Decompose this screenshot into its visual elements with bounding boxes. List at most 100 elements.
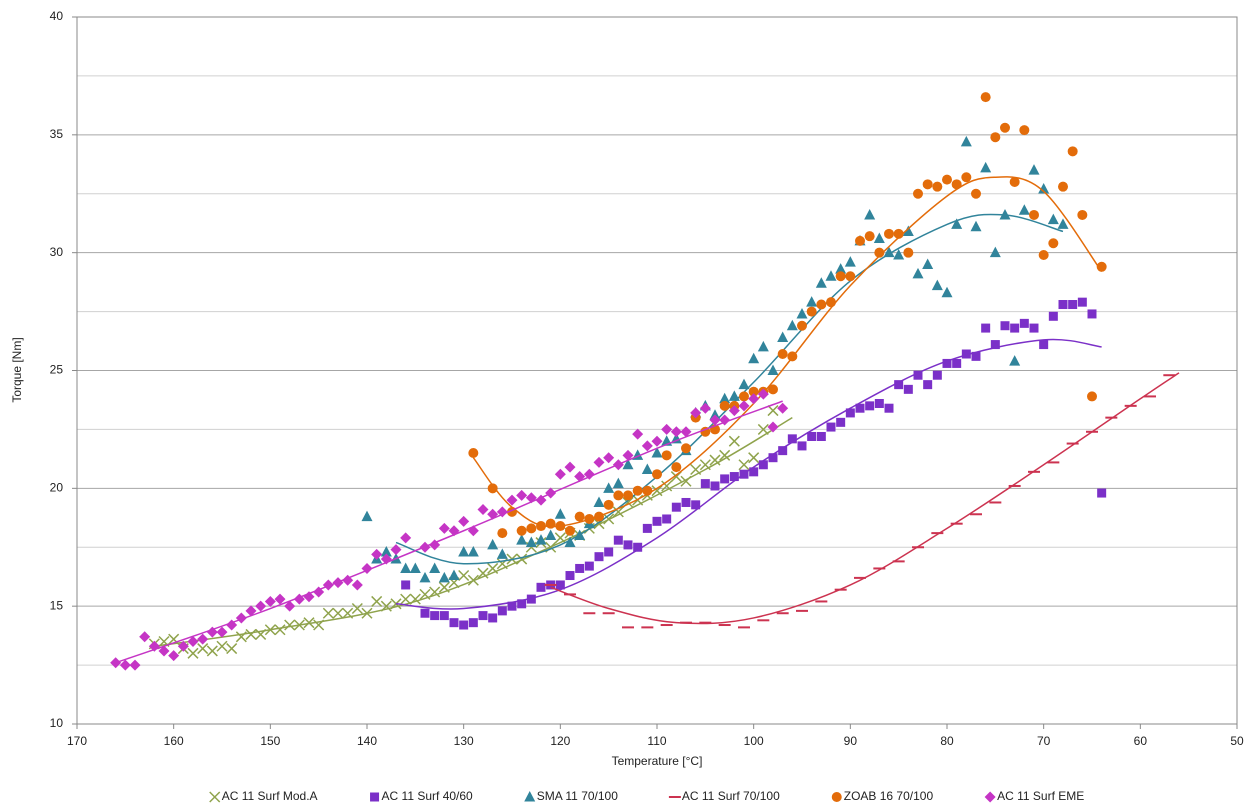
point [700, 479, 710, 489]
point [942, 174, 952, 185]
point [894, 380, 904, 390]
point [622, 449, 634, 461]
point [990, 132, 1001, 143]
point [806, 296, 818, 307]
x-tick-label: 50 [1230, 734, 1244, 748]
point [575, 563, 585, 573]
point [129, 659, 141, 671]
point [786, 319, 798, 331]
point [380, 545, 392, 557]
trend-line [395, 213, 1064, 565]
point [401, 580, 411, 590]
legend-label: SMA 11 70/100 [537, 789, 618, 803]
point [613, 535, 623, 545]
point [274, 624, 286, 636]
point [477, 504, 489, 516]
point [197, 633, 209, 645]
point [641, 463, 653, 474]
point [603, 452, 615, 464]
point [1000, 321, 1010, 331]
point [458, 569, 470, 582]
point [516, 525, 527, 536]
point [526, 594, 536, 604]
point [883, 246, 895, 258]
point [438, 571, 450, 583]
point [322, 607, 334, 619]
point [506, 494, 518, 506]
point [584, 561, 594, 571]
point [216, 626, 228, 638]
legend-item: ZOAB 16 70/100 [831, 789, 933, 803]
point [922, 179, 933, 190]
point [719, 400, 730, 411]
point [284, 600, 296, 612]
point [574, 511, 585, 522]
point [400, 532, 412, 544]
x-axis-title: Temperature [°C] [612, 754, 703, 768]
point [903, 384, 913, 394]
point [874, 398, 884, 408]
point [757, 340, 769, 352]
point [177, 640, 189, 652]
point [748, 452, 760, 464]
point [332, 607, 344, 619]
point [1018, 204, 1030, 215]
legend-label: AC 11 Surf 70/100 [682, 789, 780, 803]
point [255, 600, 267, 612]
point [468, 618, 478, 628]
x-tick-label: 60 [1134, 734, 1148, 748]
point [651, 435, 663, 447]
x-tick-label: 130 [454, 734, 474, 748]
point [961, 172, 972, 183]
point [245, 628, 257, 640]
point [641, 440, 653, 452]
point [487, 483, 498, 494]
point [1077, 297, 1087, 307]
point [1048, 238, 1059, 249]
point [961, 349, 971, 359]
point [1019, 125, 1030, 136]
trend-line [550, 372, 1180, 625]
point [913, 188, 923, 199]
point [613, 490, 624, 501]
point [264, 595, 276, 607]
point [593, 456, 605, 468]
point [458, 515, 470, 527]
point [516, 553, 528, 565]
point [478, 611, 488, 621]
point [612, 506, 624, 518]
point [680, 426, 692, 438]
point [942, 358, 952, 368]
point [807, 431, 817, 441]
point [960, 135, 972, 147]
point [681, 443, 691, 454]
point [884, 228, 894, 239]
point [438, 522, 450, 534]
point [787, 434, 797, 444]
point [623, 490, 633, 501]
point [497, 606, 507, 616]
point [603, 482, 615, 493]
point [467, 545, 479, 557]
point [1047, 213, 1059, 225]
x-tick-label: 90 [844, 734, 858, 748]
point [980, 92, 991, 103]
point [458, 545, 470, 557]
trend-line [395, 338, 1102, 610]
point [749, 467, 759, 477]
x-tick-label: 120 [550, 734, 570, 748]
point [1058, 181, 1068, 192]
point [139, 631, 151, 643]
point [1097, 488, 1107, 498]
point [671, 462, 682, 473]
point [835, 263, 847, 274]
point [990, 340, 1000, 350]
point [1087, 309, 1097, 319]
y-tick-label: 20 [50, 481, 64, 495]
point [767, 405, 779, 417]
trend-line [154, 416, 793, 647]
point [864, 208, 876, 220]
legend-marker [209, 791, 221, 803]
point [720, 474, 730, 484]
legend-label: AC 11 Surf Mod.A [222, 789, 318, 803]
